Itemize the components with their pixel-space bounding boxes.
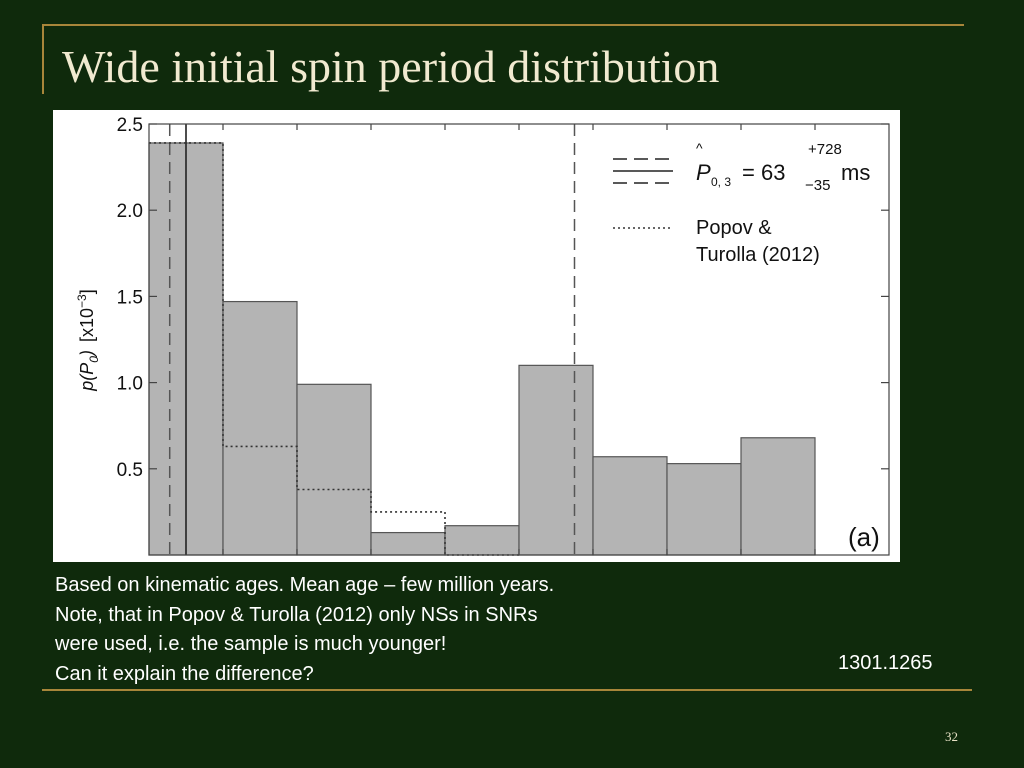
y-tick-label: 1.5 — [117, 287, 143, 308]
histogram-bar — [222, 300, 298, 556]
ylabel-close: ) — [77, 350, 97, 358]
histogram-bar — [592, 456, 668, 556]
page-number: 32 — [945, 729, 958, 744]
slide-notes: Based on kinematic ages. Mean age – few … — [55, 571, 775, 689]
legend-popov-line2: Turolla (2012) — [696, 244, 820, 266]
panel-label: (a) — [848, 522, 880, 552]
y-tick-label: 1.0 — [117, 374, 143, 395]
histogram-bars — [148, 142, 816, 556]
bottom-rule — [42, 689, 972, 691]
y-tick-label: 0.5 — [117, 460, 143, 481]
legend-estimate-symbol: P — [696, 160, 711, 185]
legend-estimate-lower: −35 — [805, 177, 830, 194]
estimate-lines — [168, 124, 576, 555]
paper-reference: 1301.1265 — [838, 652, 933, 674]
histogram-bar — [370, 531, 446, 556]
legend-estimate-sub: 0, 3 — [711, 175, 731, 189]
legend: ^ P 0, 3 = 63 +728 −35 ms Popov & Turoll… — [613, 140, 870, 266]
top-rule — [42, 24, 964, 26]
histogram-bar — [444, 525, 520, 556]
note-line: Can it explain the difference? — [55, 662, 314, 685]
y-axis-label: p(P0) [x10−3] — [75, 289, 101, 391]
chart-svg: 0.5 1.0 1.5 2.0 2.5 p(P0) [x10−3] ^ P 0, 3 = … — [75, 115, 890, 556]
ylabel-unit-close: ] — [77, 289, 97, 294]
histogram-bar — [740, 437, 816, 556]
legend-hat: ^ — [696, 140, 703, 156]
y-tick-label: 2.5 — [117, 115, 143, 136]
legend-estimate-value: = 63 — [742, 160, 785, 185]
legend-popov-line1: Popov & — [696, 217, 772, 239]
left-rule — [42, 24, 44, 94]
histogram-bar — [296, 383, 372, 556]
note-line: Note, that in Popov & Turolla (2012) onl… — [55, 603, 538, 626]
slide-title: Wide initial spin period distribution — [62, 41, 720, 92]
ylabel-sub: 0 — [87, 356, 101, 363]
ylabel-unit-open: [x10 — [77, 308, 97, 342]
axis-ticks: 0.5 1.0 1.5 2.0 2.5 — [117, 115, 889, 555]
legend-estimate-upper: +728 — [808, 141, 842, 158]
note-line: were used, i.e. the sample is much young… — [55, 633, 447, 655]
histogram-bar — [518, 364, 594, 556]
histogram-chart: 0.5 1.0 1.5 2.0 2.5 p(P0) [x10−3] ^ P 0, 3 = … — [53, 110, 900, 562]
ylabel-unit-exp: −3 — [75, 294, 89, 308]
popov-turolla-step-line — [149, 142, 519, 556]
ylabel-main: p(P — [77, 363, 97, 392]
note-line: Based on kinematic ages. Mean age – few … — [55, 574, 555, 596]
legend-estimate-unit: ms — [841, 160, 870, 185]
histogram-bar — [666, 463, 742, 556]
y-tick-label: 2.0 — [117, 201, 143, 222]
